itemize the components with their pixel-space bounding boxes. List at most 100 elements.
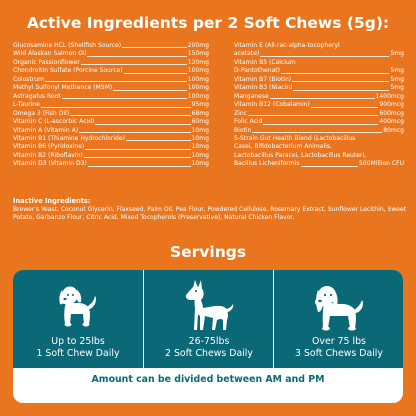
ingredient-name: Astragalus Root [13, 92, 61, 100]
leader-dots [95, 123, 191, 125]
ingredient-name: Glucosamine HCL (Shellfish Source) [13, 42, 122, 49]
ingredient-name: Vitamin B6 (Pyridoxine) [13, 143, 85, 151]
leader-dots [300, 165, 358, 167]
ingredient-row: Glucosamine HCL (Shellfish Source) 200mg [13, 42, 209, 50]
ingredient-name: Vitamin B12 (Cobalamin) [234, 101, 310, 109]
leader-dots [292, 81, 390, 83]
ingredient-amount: 5mg [390, 50, 404, 58]
serving-dose: 1 Soft Chew Daily [36, 348, 120, 359]
serving-weight: Over 75 lbs [312, 336, 366, 347]
ingredient-row: L-Taurine 95mg [13, 101, 209, 109]
leader-dots [125, 140, 191, 142]
probiotic-line: Lactobacillus Paracei, Lactobacillus Reu… [234, 151, 367, 159]
ingredient-row: Vitamin A (Vitamin A) 10mg [13, 127, 209, 135]
leader-dots [269, 98, 375, 100]
leader-dots [87, 165, 191, 167]
ingredient-amount: 10mg [191, 126, 209, 134]
ingredient-name: Zinc [234, 109, 247, 117]
ingredient-row: Organic Passionflower 120mg [13, 59, 209, 67]
ingredient-row: Manganese 1400mcg [234, 93, 404, 101]
ingredient-row: Chondroitin Sulfate (Porcine Source) 100m… [13, 67, 209, 75]
doberman-icon [144, 278, 274, 334]
ingredient-row: Vitamin B7 (Biotin) 5mg [234, 76, 404, 84]
ingredient-name: Vitamin A (Vitamin A) [13, 126, 79, 134]
ingredient-list-left: Glucosamine HCL (Shellfish Source) 200mg … [13, 42, 209, 169]
ingredient-name-line: Vitamin B5 (Calcium [234, 58, 296, 66]
leader-dots [61, 98, 187, 100]
ingredient-amount: 100mg [187, 75, 209, 83]
ingredient-name: Vitamin B2 (Riboflavin) [13, 151, 83, 159]
ingredient-row: Zinc 600mcg [234, 110, 404, 118]
leader-dots [70, 115, 191, 117]
ingredient-name: Chondroitin Sulfate (Porcine Source) [13, 67, 123, 75]
leader-dots [80, 64, 187, 66]
ingredient-row: Vitamin B2 (Riboflavin) 10mg [13, 152, 209, 160]
inactive-ingredients-label: Inactive Ingredients: [13, 197, 91, 205]
ingredient-amount: 60mg [191, 118, 209, 126]
leader-dots [87, 55, 187, 57]
leader-dots [79, 131, 191, 133]
ingredient-amount: 600mcg [379, 109, 404, 117]
ingredient-name: Omega 3 (Fish Oil) [13, 109, 70, 117]
probiotic-line: 5-Strain Gut Health Blend (Lactobacillus [234, 134, 356, 142]
leader-dots [293, 89, 390, 91]
ingredient-name: Organic Passionflower [13, 58, 80, 66]
ingredient-amount: 10mg [191, 143, 209, 151]
leader-dots [123, 72, 187, 74]
ingredient-amount: 10mg [191, 151, 209, 159]
leader-dots [252, 131, 383, 133]
active-ingredients-title: Active Ingredients per 2 Soft Chews (5g)… [26, 14, 390, 32]
ingredient-row: Wild Alaskan Salmon Oil 150mg [13, 50, 209, 58]
leader-dots [40, 106, 191, 108]
ingredient-row: Astragalus Root 100mg [13, 93, 209, 101]
serving-weight: 26-75lbs [188, 336, 230, 347]
ingredient-name: Folic Acid [234, 118, 263, 126]
ingredient-list-right: Vitamin E (All-rac-alpha-tocopheryl acet… [234, 42, 404, 169]
ingredient-row: Omega 3 (Fish Oil) 68mg [13, 110, 209, 118]
large-dog-icon [274, 282, 403, 334]
ingredient-amount: 150mg [187, 50, 209, 58]
ingredient-amount: 200mg [187, 42, 209, 49]
inactive-ingredients: Inactive Ingredients: Brewer's Yeast, Co… [13, 197, 407, 223]
ingredient-name: Wild Alaskan Salmon Oil [13, 50, 87, 58]
ingredient-amount: 95mg [191, 101, 209, 109]
ingredient-row: Folic Acid 400mcg [234, 118, 404, 126]
leader-dots [122, 47, 187, 49]
inactive-ingredients-text: Brewer's Yeast, Coconut Glycerin, Flaxse… [13, 206, 407, 222]
ingredient-row: Vitamin D3 (Vitamin D3) 10mg [13, 160, 209, 168]
small-dog-icon [13, 282, 143, 332]
ingredient-name: Bacillus Licheniformis [234, 160, 300, 168]
ingredient-amount: 500Million CFU [358, 160, 404, 168]
ingredient-name-line: Vitamin E (All-rac-alpha-tocopheryl [234, 42, 340, 49]
ingredient-name: Manganese [234, 92, 269, 100]
leader-dots [263, 123, 379, 125]
ingredient-name: Vitamin C (L-ascorbic Acid) [13, 118, 95, 126]
ingredient-row: Vitamin C (L-ascorbic Acid) 60mg [13, 118, 209, 126]
ingredient-name: Vitamin D3 (Vitamin D3) [13, 160, 87, 168]
ingredient-name: Vitamin B7 (Biotin) [234, 75, 292, 83]
ingredient-amount: 1400mcg [375, 92, 404, 100]
ingredient-row: Vitamin B6 (Pyridoxine) 10mg [13, 143, 209, 151]
ingredient-name: acetate) [234, 50, 260, 58]
ingredient-amount: 5mg [390, 75, 404, 83]
ingredient-amount: 100mg [187, 92, 209, 100]
ingredient-amount: 68mg [191, 109, 209, 117]
ingredient-row: Colostrum 100mg [13, 76, 209, 84]
ingredient-name: Vitamin B1 (Thiamine Hydrochloride) [13, 134, 125, 142]
servings-band: Up to 25lbs 1 Soft Chew Daily 26-7 [13, 270, 403, 368]
ingredient-name: Methyl Sulfonyl Methance (MSM) [13, 84, 113, 92]
ingredient-amount: 100mg [187, 67, 209, 75]
ingredient-name: Vitamin B3 (Niacin) [234, 84, 293, 92]
serving-dose: 3 Soft Chews Daily [295, 348, 383, 359]
leader-dots [247, 115, 379, 117]
leader-dots [83, 157, 191, 159]
ingredient-name: Colostrum [13, 75, 45, 83]
ingredient-amount: 10mg [191, 134, 209, 142]
ingredient-amount: 80mcg [383, 126, 404, 134]
serving-card-small: Up to 25lbs 1 Soft Chew Daily [13, 270, 143, 368]
ingredient-amount: 100mg [187, 84, 209, 92]
ingredient-row: Bacillus Licheniformis 500Million CFU [234, 160, 404, 168]
servings-panel: Up to 25lbs 1 Soft Chew Daily 26-7 [13, 270, 403, 403]
ingredient-amount: 400mcg [379, 118, 404, 126]
leader-dots [260, 55, 390, 57]
